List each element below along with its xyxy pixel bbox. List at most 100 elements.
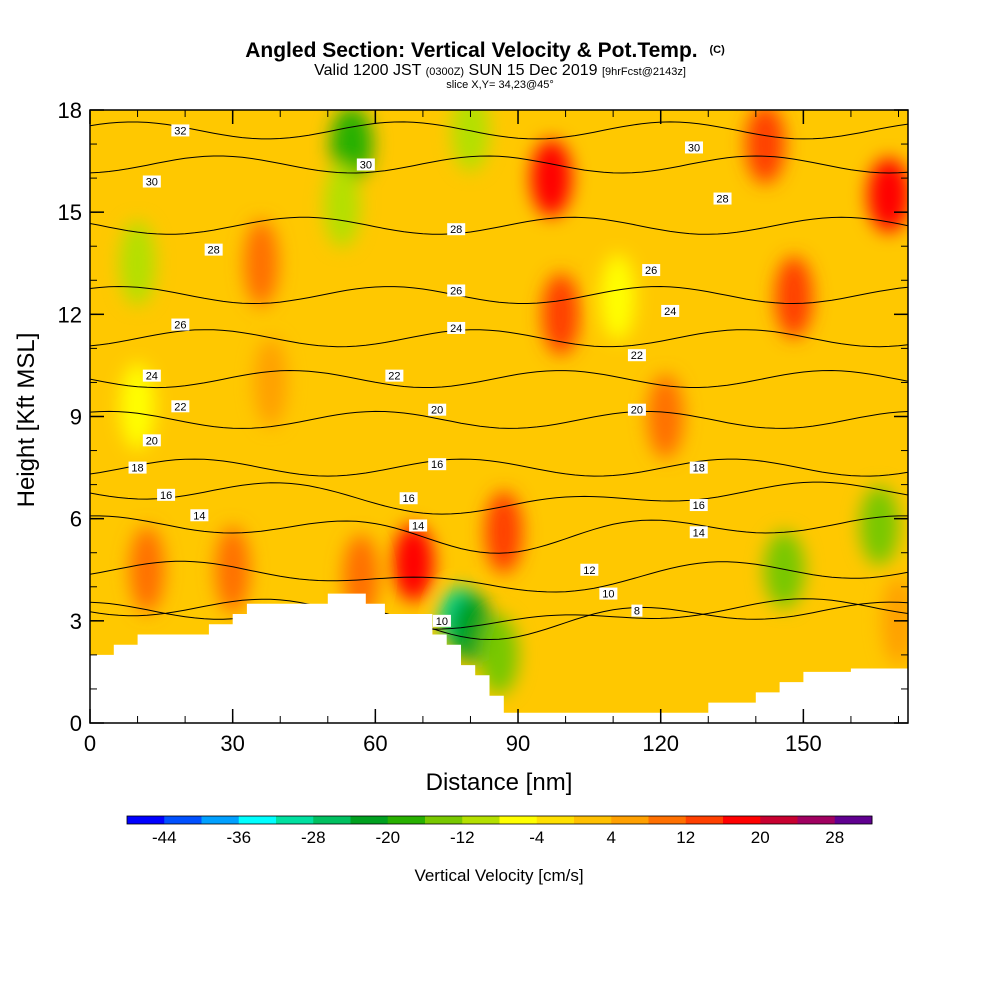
y-tick-label: 15: [58, 200, 82, 225]
colorbar-swatch: [238, 816, 277, 824]
colorbar-swatch: [499, 816, 538, 824]
colorbar-label: -36: [226, 828, 251, 847]
contour-label-20: 20: [627, 403, 646, 417]
theta-contour-22: [90, 369, 908, 389]
contour-label-28: 28: [713, 192, 732, 206]
contour-label-24: 24: [447, 321, 466, 335]
theta-contour-14: [90, 515, 908, 554]
theta-contour-20: [90, 410, 908, 429]
svg-text:18: 18: [131, 463, 143, 475]
theta-contour-8: [90, 601, 908, 641]
plot-area: 32 30 30 30 28 28 28 26 26 26 24 24 24 22 22 22 20 20 20 18…: [90, 110, 908, 723]
theta-contour-labels: 32 30 30 30 28 28 28 26 26 26 24 24 24 22 22 22 20 20 20 18…: [128, 124, 732, 628]
contour-label-16: 16: [157, 488, 176, 502]
contour-label-22: 22: [171, 400, 190, 413]
contour-label-14: 14: [689, 526, 708, 539]
colorbar-swatch: [425, 816, 463, 824]
x-tick-label: 30: [220, 731, 244, 756]
theta-contour-26: [90, 285, 908, 305]
contour-label-24: 24: [661, 304, 680, 318]
colorbar-swatch: [387, 816, 426, 824]
y-tick-label: 18: [58, 98, 82, 123]
velocity-cell-2: [244, 220, 279, 307]
contour-label-20: 20: [142, 434, 161, 447]
x-tick-label: 90: [506, 731, 530, 756]
svg-text:16: 16: [431, 459, 443, 471]
velocity-cell-11: [745, 110, 785, 184]
contour-label-18: 18: [128, 461, 147, 475]
velocity-cell-23: [859, 485, 900, 566]
x-axis-title: Distance [nm]: [426, 769, 573, 796]
colorbar-label: 12: [676, 828, 695, 847]
colorbar-label: -44: [152, 828, 177, 847]
svg-text:20: 20: [431, 405, 443, 417]
velocity-cell-5: [324, 163, 361, 248]
velocity-cell-16: [479, 615, 519, 695]
terrain-mask: [90, 593, 908, 723]
contour-label-10: 10: [432, 614, 451, 628]
svg-text:28: 28: [208, 245, 220, 257]
y-tick-label: 6: [70, 507, 82, 532]
svg-text:30: 30: [146, 177, 158, 189]
x-axis: 0 30 60 90 120 150: [84, 110, 899, 756]
theta-contours: [90, 121, 908, 641]
colorbar-label: 4: [607, 828, 616, 847]
contour-label-16: 16: [428, 458, 447, 471]
svg-text:30: 30: [360, 159, 372, 171]
chart-slice-info: slice X,Y= 34,23@45°: [446, 79, 554, 91]
colorbar-swatch: [760, 816, 798, 824]
colorbar-label: 28: [825, 828, 844, 847]
svg-text:28: 28: [450, 224, 462, 236]
y-tick-label: 9: [70, 405, 82, 430]
colorbar: -44 -36 -28 -20 -12 -4 4 12 20 28: [126, 815, 873, 847]
svg-text:10: 10: [602, 589, 614, 601]
colorbar-label: 20: [751, 828, 770, 847]
x-tick-label: 0: [84, 731, 96, 756]
contour-label-14: 14: [190, 509, 209, 522]
colorbar-swatch: [127, 816, 165, 824]
svg-text:14: 14: [412, 520, 424, 532]
contour-label-22: 22: [627, 349, 646, 362]
colorbar-swatch: [164, 816, 202, 824]
contour-label-24: 24: [142, 369, 161, 383]
y-axis: 0 3 6 9 12 15 18: [58, 98, 908, 736]
contour-label-32: 32: [171, 124, 190, 137]
svg-text:32: 32: [174, 125, 186, 137]
svg-text:24: 24: [450, 323, 462, 335]
y-axis-title: Height [Kft MSL]: [13, 333, 40, 508]
svg-text:22: 22: [631, 350, 643, 362]
svg-text:8: 8: [634, 606, 640, 618]
svg-text:16: 16: [403, 493, 415, 505]
theta-contour-30: [90, 155, 908, 174]
contour-label-12: 12: [580, 563, 599, 577]
contour-label-26: 26: [447, 284, 466, 297]
svg-text:14: 14: [693, 527, 705, 539]
contour-label-14: 14: [409, 519, 428, 532]
contour-label-20: 20: [428, 403, 447, 417]
velocity-cell-21: [215, 526, 250, 613]
theta-contour-12: [90, 560, 908, 593]
theta-contour-10: [90, 598, 908, 630]
colorbar-label: -4: [529, 828, 544, 847]
colorbar-swatch: [574, 816, 612, 824]
velocity-cell-8: [542, 273, 580, 356]
colorbar-swatch: [797, 816, 836, 824]
contour-label-30: 30: [684, 141, 703, 154]
theta-contour-32: [90, 121, 908, 140]
y-tick-label: 0: [70, 711, 82, 736]
velocity-cell-0: [119, 221, 156, 306]
contour-label-26: 26: [171, 318, 190, 332]
colorbar-swatch: [648, 816, 687, 824]
colorbar-swatch: [536, 816, 575, 824]
svg-text:16: 16: [160, 490, 172, 502]
colorbar-swatch: [611, 816, 649, 824]
svg-text:20: 20: [631, 405, 643, 417]
svg-text:18: 18: [693, 463, 705, 475]
svg-text:24: 24: [664, 306, 676, 318]
velocity-cell-17: [392, 524, 434, 602]
x-tick-label: 150: [785, 731, 822, 756]
colorbar-swatch: [276, 816, 314, 824]
svg-text:26: 26: [450, 285, 462, 297]
chart-title: Angled Section: Vertical Velocity & Pot.…: [245, 39, 725, 62]
